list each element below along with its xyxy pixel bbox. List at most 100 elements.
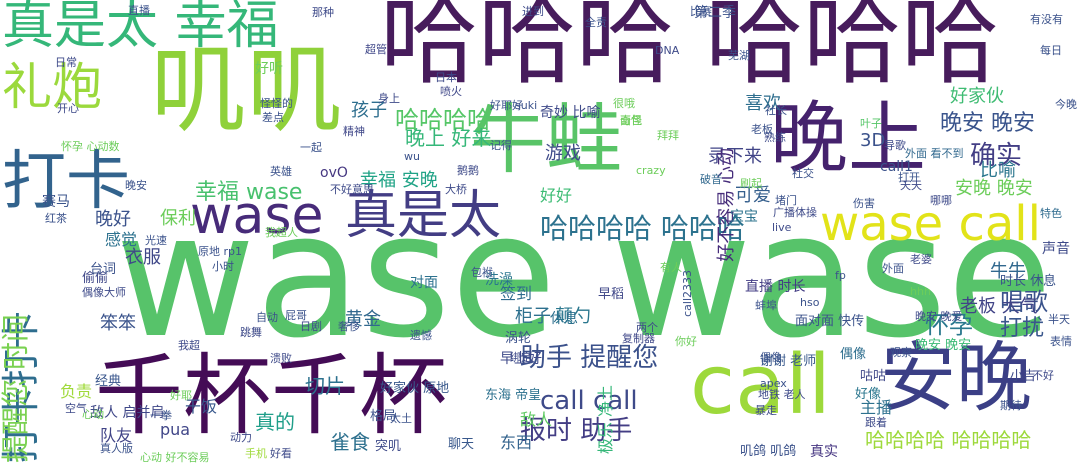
- cloud-word: 你好: [675, 335, 697, 348]
- cloud-word: 手机: [245, 447, 267, 460]
- cloud-word: 日剧: [300, 320, 322, 333]
- cloud-word: call call: [540, 386, 638, 416]
- cloud-word: 哪哪: [930, 194, 952, 207]
- cloud-word: 洗澡: [485, 272, 513, 288]
- cloud-word: 聊天: [448, 437, 475, 452]
- cloud-word: 哈哈哈 哈哈哈: [380, 0, 1000, 98]
- cloud-word: 干饭: [185, 397, 218, 416]
- cloud-word: 观察: [890, 346, 912, 359]
- cloud-word: 堵门: [775, 194, 797, 207]
- cloud-word: 面包: [620, 114, 642, 127]
- cloud-word: 极乐 净土: [596, 385, 615, 455]
- cloud-word: 那种: [312, 6, 334, 19]
- cloud-word: 真实: [810, 444, 838, 460]
- cloud-word: 录下来: [708, 146, 762, 167]
- cloud-word: 东海 帝皇: [485, 388, 542, 403]
- cloud-word: 唱歌: [1000, 288, 1048, 316]
- cloud-word: 红茶: [45, 212, 67, 225]
- cloud-word: 突叽: [375, 439, 402, 454]
- cloud-word: 小时: [212, 260, 234, 273]
- cloud-word: 喷火: [440, 85, 462, 98]
- cloud-word: 签到: [500, 284, 533, 303]
- cloud-word: 好不容易 心动: [716, 148, 737, 262]
- cloud-word: 好耶好: [490, 99, 523, 112]
- cloud-word: 导歌: [884, 139, 906, 152]
- cloud-word: 晚好: [95, 209, 131, 230]
- cloud-word: 有没有: [1030, 13, 1063, 26]
- cloud-word: 真的: [255, 410, 295, 434]
- cloud-word: call2333: [681, 270, 694, 317]
- cloud-word: 怪怪的: [260, 97, 293, 110]
- cloud-word: 敌人 启并肩: [90, 405, 165, 421]
- cloud-word: 奢侈: [338, 320, 360, 333]
- cloud-word: 助手 提醒您: [520, 343, 659, 373]
- cloud-word: 进到: [522, 5, 544, 18]
- cloud-word: 赛马: [42, 194, 70, 210]
- cloud-word: 英雄: [270, 165, 292, 178]
- cloud-word: 负责: [60, 382, 93, 401]
- cloud-word: call1: [880, 159, 913, 175]
- cloud-word: 东西: [500, 433, 533, 452]
- cloud-word: 绑定: [510, 351, 532, 364]
- cloud-word: 今晚: [1055, 98, 1077, 111]
- cloud-word: 好好: [540, 186, 573, 205]
- cloud-word: 晚安 晚安: [940, 111, 1035, 136]
- cloud-word: 不好: [1032, 369, 1054, 382]
- cloud-word: 晚安: [125, 179, 147, 192]
- cloud-word: hhh: [910, 285, 931, 298]
- cloud-word: 芜湖: [728, 49, 750, 62]
- cloud-word: 哈哈哈哈 哈哈哈: [540, 212, 745, 245]
- cloud-word: 晚安 晚爱: [915, 310, 963, 323]
- cloud-word: 牛蛙: [470, 95, 622, 184]
- cloud-word: 社交: [792, 167, 814, 180]
- cloud-word: 晚上: [770, 94, 927, 184]
- cloud-word: 心动 好不容易: [140, 451, 210, 463]
- cloud-word: 溃败: [270, 352, 292, 365]
- cloud-word: 第二季: [694, 5, 736, 21]
- cloud-word: 咕咕: [860, 369, 887, 384]
- cloud-word: 超管: [365, 43, 387, 56]
- cloud-word: 光速: [145, 234, 167, 247]
- cloud-word: 时长 休息: [1000, 274, 1057, 289]
- cloud-word: 好像: [855, 387, 882, 402]
- cloud-word: 涡轮: [505, 331, 532, 346]
- cloud-word: 奇怪: [620, 114, 642, 127]
- cloud-word: 喜欢: [745, 93, 781, 114]
- cloud-word: 大桥: [445, 183, 467, 196]
- cloud-word: 原地 rp1: [198, 245, 242, 258]
- cloud-word: 礼炮: [2, 58, 102, 116]
- cloud-word: 笨笨: [100, 313, 136, 334]
- cloud-word: 有人: [660, 261, 682, 274]
- cloud-word: 自动: [256, 311, 278, 324]
- cloud-word: 小吉: [1010, 369, 1037, 384]
- cloud-word: 跟着: [865, 416, 887, 429]
- cloud-word: 敌人: [520, 410, 553, 429]
- cloud-word: 宝宝: [730, 209, 758, 225]
- cloud-word: 半天: [1048, 313, 1070, 326]
- cloud-word: 广播体操: [773, 206, 817, 219]
- cloud-word: ovO: [320, 165, 348, 181]
- cloud-word: 声音: [1042, 241, 1070, 257]
- cloud-word: 偷偷: [82, 271, 109, 286]
- cloud-word: 鹅鹅: [457, 164, 479, 177]
- cloud-word: 柜子: [515, 306, 551, 327]
- cloud-word: 牛牛: [990, 261, 1026, 282]
- cloud-word: 切片: [305, 374, 345, 398]
- cloud-word: 偶像: [760, 351, 782, 364]
- cloud-word: 跳舞: [240, 326, 262, 339]
- cloud-word: 太土: [390, 412, 412, 425]
- cloud-word: hso: [800, 296, 820, 309]
- cloud-word: fp: [835, 269, 846, 282]
- cloud-word: 哈哈哈哈: [395, 106, 491, 134]
- cloud-word: 开心: [57, 102, 79, 115]
- cloud-word: 游戏: [545, 143, 581, 164]
- cloud-word: apex: [760, 377, 787, 390]
- cloud-word: 休息: [550, 311, 578, 327]
- cloud-word: 每日: [1040, 44, 1062, 57]
- cloud-word: 安晚 晚安: [955, 178, 1033, 199]
- cloud-word: 好看: [270, 447, 292, 460]
- cloud-word: 谢谢 老师: [760, 354, 817, 369]
- cloud-word: pua: [160, 420, 191, 439]
- cloud-word: 偶像大师: [82, 286, 126, 299]
